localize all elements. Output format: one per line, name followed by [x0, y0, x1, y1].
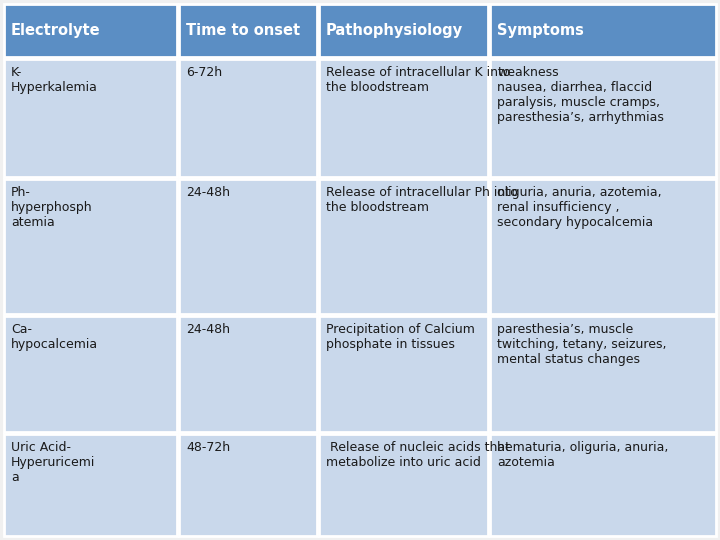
Bar	[4, 59, 177, 177]
Text: paresthesia’s, muscle
twitching, tetany, seizures,
mental status changes: paresthesia’s, muscle twitching, tetany,…	[497, 323, 667, 366]
Bar	[490, 434, 716, 536]
Bar	[490, 316, 716, 432]
Text: K-
Hyperkalemia: K- Hyperkalemia	[11, 66, 98, 94]
Text: Time to onset: Time to onset	[186, 23, 300, 38]
Bar	[490, 59, 716, 177]
Text: Release of intracellular K into
the bloodstream: Release of intracellular K into the bloo…	[326, 66, 510, 94]
Bar	[4, 434, 177, 536]
Bar	[319, 434, 488, 536]
Bar	[179, 434, 317, 536]
Text: 24-48h: 24-48h	[186, 186, 230, 199]
Text: 24-48h: 24-48h	[186, 323, 230, 336]
Bar	[490, 4, 716, 57]
Bar	[319, 316, 488, 432]
Text: Symptoms: Symptoms	[497, 23, 584, 38]
Text: Uric Acid-
Hyperuricemi
a: Uric Acid- Hyperuricemi a	[11, 441, 95, 484]
Bar	[179, 179, 317, 314]
Bar	[319, 4, 488, 57]
Text: Pathophysiology: Pathophysiology	[326, 23, 463, 38]
Text: oliguria, anuria, azotemia,
renal insufficiency ,
secondary hypocalcemia: oliguria, anuria, azotemia, renal insuff…	[497, 186, 662, 229]
Bar	[4, 316, 177, 432]
Text: Release of nucleic acids that
metabolize into uric acid: Release of nucleic acids that metabolize…	[326, 441, 510, 469]
Text: 6-72h: 6-72h	[186, 66, 222, 79]
Text: hematuria, oliguria, anuria,
azotemia: hematuria, oliguria, anuria, azotemia	[497, 441, 668, 469]
Bar	[179, 59, 317, 177]
Text: Precipitation of Calcium
phosphate in tissues: Precipitation of Calcium phosphate in ti…	[326, 323, 475, 351]
Bar	[4, 4, 177, 57]
Bar	[490, 179, 716, 314]
Text: Ph-
hyperphosph
atemia: Ph- hyperphosph atemia	[11, 186, 93, 229]
Text: 48-72h: 48-72h	[186, 441, 230, 454]
Text: Electrolyte: Electrolyte	[11, 23, 101, 38]
Bar	[319, 179, 488, 314]
Text: weakness
nausea, diarrhea, flaccid
paralysis, muscle cramps,
paresthesia’s, arrh: weakness nausea, diarrhea, flaccid paral…	[497, 66, 664, 124]
Bar	[179, 4, 317, 57]
Bar	[319, 59, 488, 177]
Bar	[179, 316, 317, 432]
Text: Ca-
hypocalcemia: Ca- hypocalcemia	[11, 323, 98, 351]
Bar	[4, 179, 177, 314]
Text: Release of intracellular Ph into
the bloodstream: Release of intracellular Ph into the blo…	[326, 186, 518, 214]
